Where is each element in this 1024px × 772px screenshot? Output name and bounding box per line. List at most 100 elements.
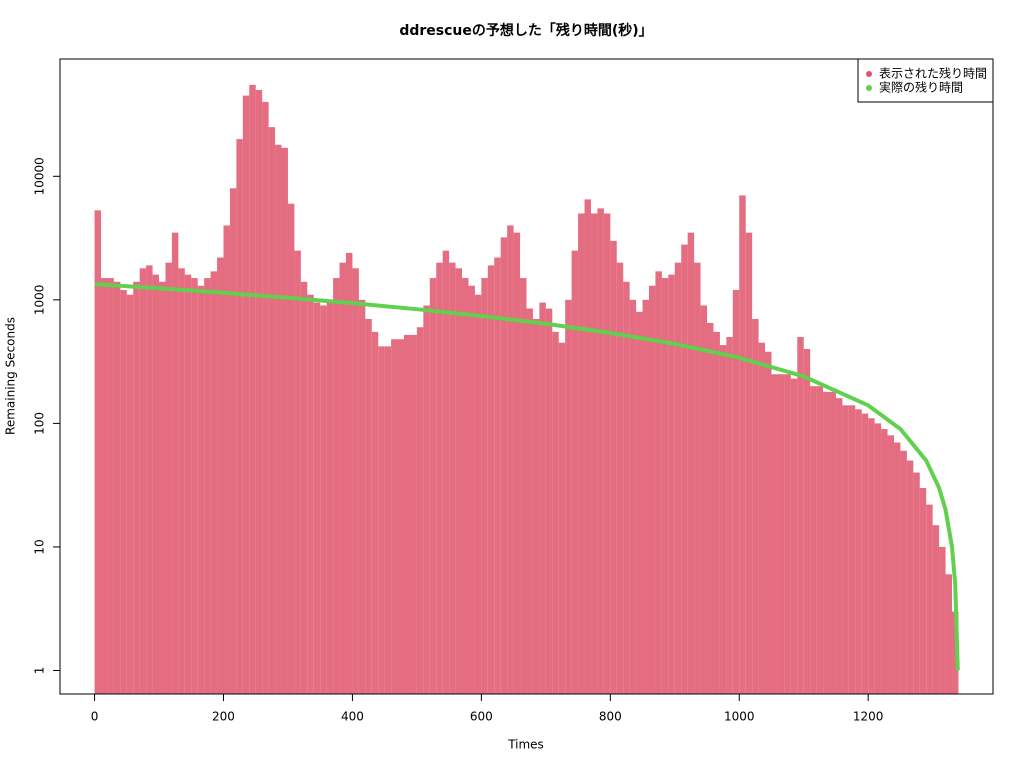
bar (745, 232, 753, 694)
bar (932, 525, 940, 694)
legend-label: 表示された残り時間 (879, 67, 987, 81)
bar (532, 318, 540, 694)
bar (951, 611, 959, 694)
bar (835, 398, 843, 694)
bar (126, 294, 134, 694)
bar (391, 339, 398, 694)
bar (552, 331, 559, 694)
bar (616, 262, 624, 694)
y-tick-label: 1 (33, 667, 47, 675)
bar (416, 327, 424, 694)
bar (171, 232, 179, 694)
bar (217, 257, 224, 694)
bar (571, 250, 579, 695)
bar (468, 285, 475, 694)
bar (313, 302, 321, 694)
bar (661, 278, 669, 694)
bar (384, 346, 392, 694)
bar (816, 386, 824, 694)
x-tick-label: 200 (212, 710, 235, 724)
bar (565, 299, 572, 694)
bar (790, 378, 798, 694)
chart-title: ddrescueの予想した「残り時間(秒)」 (399, 22, 652, 39)
bar (771, 374, 778, 694)
bar (668, 274, 675, 694)
bar (333, 278, 340, 694)
bar (926, 504, 933, 694)
bar (700, 305, 708, 694)
y-tick-label: 100 (33, 412, 47, 435)
bar (339, 262, 346, 694)
bar (442, 250, 450, 695)
y-tick-label: 10000 (33, 157, 47, 195)
bar (597, 208, 604, 694)
bar (365, 318, 372, 694)
bar (558, 342, 566, 694)
bar (752, 318, 759, 694)
bar (636, 311, 643, 694)
bar (210, 271, 218, 694)
bar (101, 278, 108, 694)
bar (507, 225, 514, 694)
bar (107, 278, 114, 694)
bar (584, 199, 591, 694)
legend-box (857, 58, 994, 103)
bar (300, 281, 308, 694)
bar (939, 546, 946, 694)
bar (191, 278, 198, 694)
bar (307, 294, 314, 694)
bar (803, 349, 811, 694)
bar (881, 429, 888, 694)
bar (139, 268, 147, 694)
bar (113, 281, 121, 694)
bar (810, 386, 817, 694)
bar (590, 213, 598, 694)
bar (603, 213, 611, 694)
bar (913, 472, 920, 694)
bar (855, 409, 862, 694)
bar (455, 268, 463, 694)
bar (610, 240, 617, 694)
bar (249, 84, 256, 694)
bar (223, 225, 230, 694)
bar (487, 265, 495, 694)
bar (887, 435, 894, 694)
bar (410, 334, 417, 694)
bar (146, 265, 153, 694)
bar (823, 391, 830, 694)
bar (829, 391, 836, 694)
y-tick-label: 10 (33, 539, 47, 554)
bar (732, 290, 740, 694)
bar (500, 237, 508, 695)
bar (694, 262, 701, 694)
bar (893, 442, 901, 694)
bar (94, 210, 102, 695)
bar (281, 147, 288, 694)
bar (513, 232, 521, 694)
bar (906, 460, 914, 694)
bar (494, 257, 501, 694)
bar (358, 299, 366, 694)
y-tick-label: 1000 (33, 285, 47, 316)
bar (275, 144, 282, 694)
bar (648, 285, 656, 694)
bar (719, 345, 727, 694)
bar (545, 308, 553, 694)
legend-marker (866, 85, 872, 91)
bar (268, 127, 276, 695)
bar (255, 89, 263, 695)
bar (152, 274, 160, 694)
bar (687, 232, 695, 694)
legend-marker (866, 71, 872, 77)
bar (159, 281, 166, 694)
bar (474, 294, 482, 694)
bar (777, 374, 785, 694)
x-tick-label: 600 (470, 710, 493, 724)
bar (629, 299, 637, 694)
bar (204, 278, 211, 694)
bar (449, 262, 456, 694)
bar (242, 95, 250, 694)
x-tick-label: 0 (91, 710, 99, 724)
bar (165, 262, 172, 694)
